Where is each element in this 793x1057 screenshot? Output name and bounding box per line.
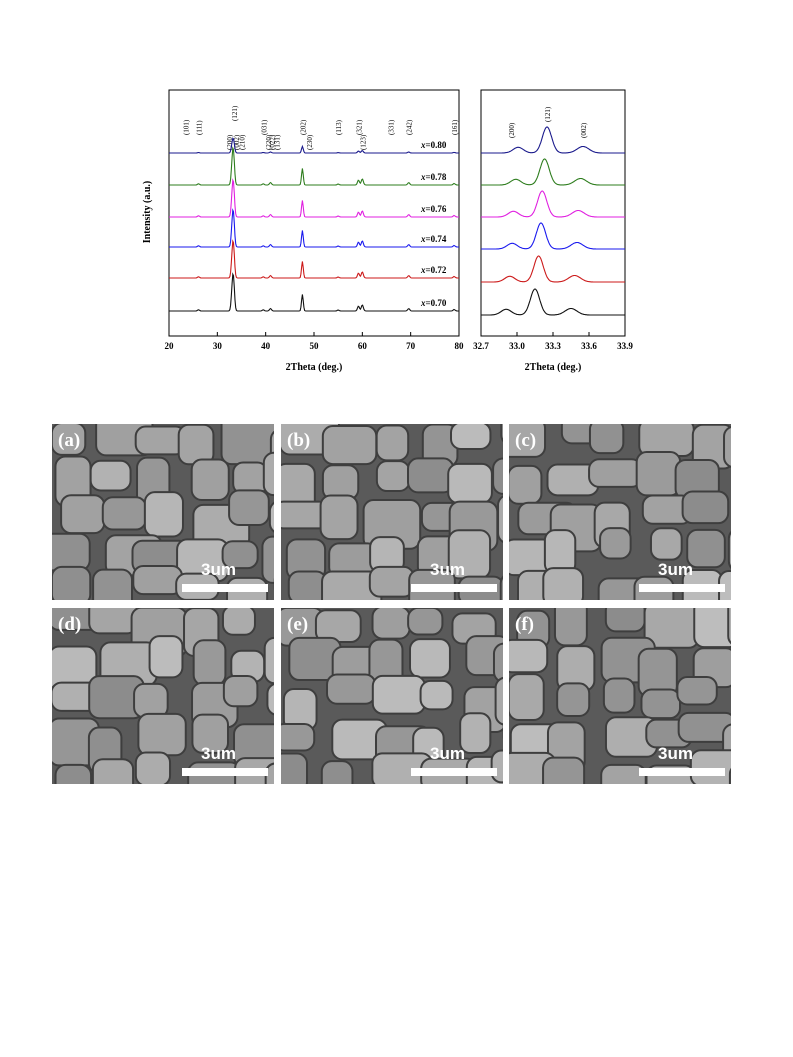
xrd-main-series-label: x=0.70 xyxy=(420,298,447,308)
xrd-main-series-label: x=0.78 xyxy=(420,172,447,182)
sem-panel-label: (f) xyxy=(515,614,534,635)
xrd-zoom-xlabel: 2Theta (deg.) xyxy=(525,362,582,373)
xrd-main-peak-label: (101) xyxy=(182,119,190,135)
xrd-zoom-series-line xyxy=(481,288,625,316)
sem-panel-label: (a) xyxy=(58,430,81,451)
sem-grain-texture xyxy=(281,608,503,784)
xrd-main-series-label: x=0.72 xyxy=(420,265,447,275)
xrd-main-series-label: x=0.80 xyxy=(420,140,447,150)
xrd-main-chart: 20 30 40 50 60 70 80 (101) (111) (200) (121) (002)… xyxy=(142,89,465,373)
xrd-main-xtick-label: 40 xyxy=(261,341,271,351)
xrd-main-peak-label: (111) xyxy=(195,120,203,135)
xrd-main-peak-label: (220) xyxy=(265,134,273,150)
sem-scale-text: 3um xyxy=(658,560,693,579)
sem-panel: (e) 3um xyxy=(281,608,503,784)
sem-panel-label: (e) xyxy=(287,614,309,635)
sem-panel: (f) 3um xyxy=(509,608,731,784)
xrd-zoom-peak-label: (002) xyxy=(580,122,588,138)
sem-panel-label: (c) xyxy=(515,430,537,451)
xrd-main-series-label: x=0.74 xyxy=(420,234,447,244)
xrd-zoom-series-line xyxy=(481,255,625,283)
sem-scale-bar xyxy=(411,768,497,776)
sem-grain-texture xyxy=(52,424,274,600)
xrd-main-frame xyxy=(168,89,460,337)
xrd-zoom-series-line xyxy=(481,126,625,154)
xrd-main-xtick-label: 80 xyxy=(455,341,465,351)
xrd-zoom-chart: 32.7 33.0 33.3 33.6 33.9 (200) (121) (002) 2Th… xyxy=(473,89,633,373)
sem-scale-bar xyxy=(639,584,725,592)
sem-grain-texture xyxy=(281,424,503,600)
xrd-zoom-xtick-label: 33.3 xyxy=(545,341,561,351)
xrd-main-peak-label: (202) xyxy=(299,119,307,135)
xrd-zoom-peak-label: (121) xyxy=(544,106,552,122)
xrd-main-peak-label: (123) xyxy=(359,134,367,150)
xrd-main-peak-label: (210) xyxy=(239,134,247,150)
xrd-main-xlabel: 2Theta (deg.) xyxy=(286,362,343,373)
xrd-main-peak-label: (230) xyxy=(306,134,314,150)
sem-panel: (d) 3um xyxy=(52,608,274,784)
xrd-main-series-line xyxy=(169,178,459,218)
sem-scale-bar xyxy=(639,768,725,776)
sem-panel: (c) 3um xyxy=(509,424,731,600)
xrd-main-xtick-label: 20 xyxy=(165,341,175,351)
sem-scale-bar xyxy=(411,584,497,592)
xrd-main-xtick-label: 70 xyxy=(406,341,416,351)
xrd-main-series-line xyxy=(169,146,459,186)
xrd-main-peak-label: (113) xyxy=(335,119,343,135)
sem-panel: (b) 3um xyxy=(281,424,503,600)
xrd-main-series-label: x=0.76 xyxy=(420,204,447,214)
sem-scale-text: 3um xyxy=(430,560,465,579)
xrd-main-peak-label: (242) xyxy=(406,119,414,135)
sem-grain-texture xyxy=(509,424,731,600)
sem-grain-texture xyxy=(509,608,731,784)
sem-scale-bar xyxy=(182,584,268,592)
xrd-main-series-line xyxy=(169,137,459,154)
xrd-main-peak-label: (131) xyxy=(273,134,281,150)
xrd-main-peak-label: (321) xyxy=(355,119,363,135)
sem-grain-texture xyxy=(52,608,274,784)
xrd-main-series-line xyxy=(169,272,459,312)
sem-scale-bar xyxy=(182,768,268,776)
sem-scale-text: 3um xyxy=(658,744,693,763)
xrd-main-xtick-label: 30 xyxy=(213,341,223,351)
sem-panel-label: (d) xyxy=(58,614,82,635)
xrd-main-peak-label: (031) xyxy=(260,119,268,135)
xrd-main-peak-label: (121) xyxy=(231,105,239,121)
xrd-main-series-line xyxy=(169,208,459,248)
xrd-main-xtick-label: 60 xyxy=(358,341,368,351)
sem-scale-text: 3um xyxy=(201,560,236,579)
xrd-zoom-peak-label: (200) xyxy=(508,122,516,138)
xrd-zoom-xtick-label: 33.6 xyxy=(581,341,597,351)
xrd-zoom-series-line xyxy=(481,222,625,250)
xrd-zoom-frame xyxy=(480,89,626,337)
xrd-zoom-xtick-label: 33.0 xyxy=(509,341,525,351)
sem-scale-text: 3um xyxy=(430,744,465,763)
xrd-main-peak-label: (022) xyxy=(268,134,276,150)
xrd-main-peak-label: (161) xyxy=(451,119,459,135)
xrd-main-xtick-label: 50 xyxy=(310,341,320,351)
sem-panel: (a) 3um xyxy=(52,424,274,600)
xrd-zoom-xtick-label: 33.9 xyxy=(617,341,633,351)
xrd-main-ylabel: Intensity (a.u.) xyxy=(142,181,153,244)
xrd-zoom-series-line xyxy=(481,158,625,186)
sem-panel-label: (b) xyxy=(287,430,311,451)
sem-image-grid: (a) 3um (b) 3um (c) 3um (d) 3um (e) 3um (f) 3um xyxy=(52,424,731,784)
sem-scale-text: 3um xyxy=(201,744,236,763)
xrd-main-peak-label: (002) xyxy=(233,134,241,150)
xrd-main-peak-label: (331) xyxy=(387,119,395,135)
xrd-figure: 20 30 40 50 60 70 80 (101) (111) (200) (121) (002)… xyxy=(142,89,633,373)
xrd-main-peak-label: (200) xyxy=(226,134,234,150)
xrd-main-series-line xyxy=(169,239,459,279)
xrd-zoom-series-line xyxy=(481,190,625,218)
xrd-zoom-xtick-label: 32.7 xyxy=(473,341,489,351)
